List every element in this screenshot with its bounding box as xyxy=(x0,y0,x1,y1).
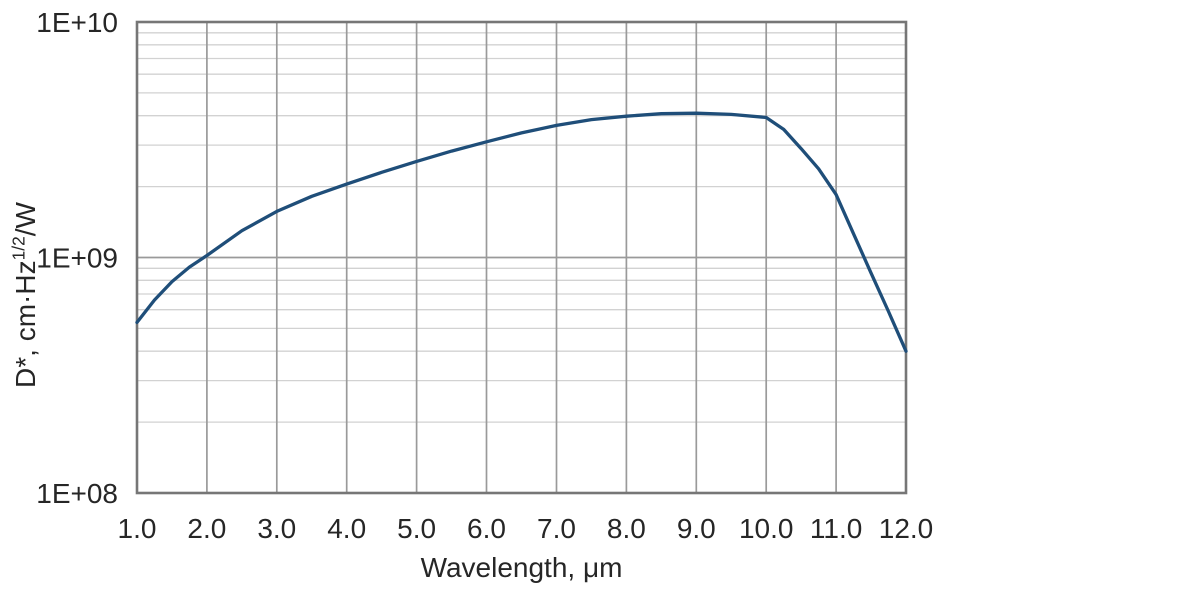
y-tick-label: 1E+08 xyxy=(36,478,118,509)
x-tick-label: 12.0 xyxy=(879,513,934,544)
x-tick-label: 1.0 xyxy=(118,513,157,544)
y-tick-label: 1E+09 xyxy=(36,243,118,274)
x-tick-label: 8.0 xyxy=(607,513,646,544)
y-axis-title-pre: D*, cm·Hz xyxy=(10,260,41,388)
x-tick-label: 9.0 xyxy=(677,513,716,544)
detectivity-curve xyxy=(135,111,908,353)
y-axis-title-post: /W xyxy=(10,202,41,237)
x-tick-label: 5.0 xyxy=(397,513,436,544)
x-tick-label: 7.0 xyxy=(537,513,576,544)
y-tick-label: 1E+10 xyxy=(36,7,118,38)
x-tick-label: 2.0 xyxy=(187,513,226,544)
x-tick-label: 3.0 xyxy=(257,513,296,544)
x-axis-title: Wavelength, μm xyxy=(420,552,623,583)
x-tick-label: 11.0 xyxy=(810,513,862,544)
x-tick-label: 10.0 xyxy=(739,513,794,544)
y-axis-title-superscript: 1/2 xyxy=(8,236,29,261)
y-axis-title: D*, cm·Hz1/2/W xyxy=(8,202,42,388)
x-tick-label: 6.0 xyxy=(467,513,506,544)
x-tick-label: 4.0 xyxy=(327,513,366,544)
plot-border xyxy=(135,20,908,495)
